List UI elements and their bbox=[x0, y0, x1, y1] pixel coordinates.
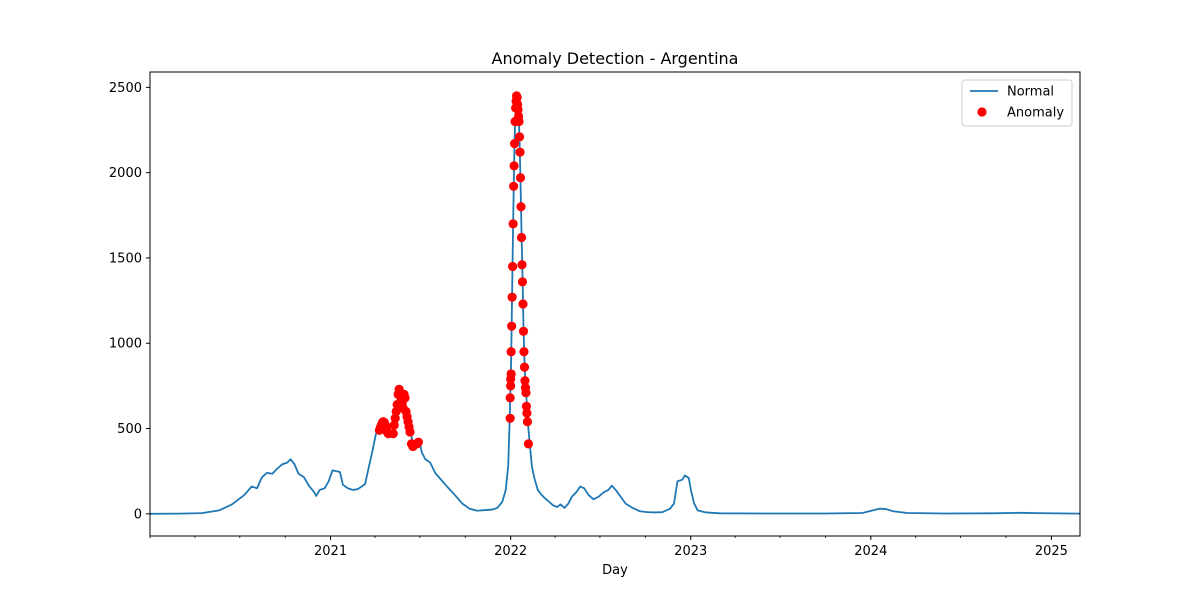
anomaly-point bbox=[388, 429, 398, 439]
anomaly-point bbox=[513, 104, 523, 115]
anomaly-point bbox=[517, 260, 527, 270]
anomaly-point bbox=[522, 417, 533, 427]
anomaly-point bbox=[512, 92, 522, 103]
anomaly-point bbox=[509, 181, 519, 191]
anomaly-point bbox=[509, 161, 519, 171]
axes-frame bbox=[149, 71, 1081, 537]
anomaly-point bbox=[507, 321, 517, 331]
series-line-normal bbox=[149, 94, 1081, 515]
anomaly-point bbox=[508, 219, 518, 229]
legend-swatch-anomaly bbox=[977, 107, 987, 117]
anomaly-point bbox=[389, 420, 399, 430]
anomaly-point bbox=[516, 202, 526, 212]
legend-label-normal: Normal bbox=[1007, 85, 1054, 100]
anomaly-point bbox=[519, 347, 529, 357]
anomaly-point bbox=[521, 401, 532, 411]
anomaly-point bbox=[405, 427, 415, 437]
anomaly-point bbox=[523, 439, 534, 449]
anomaly-point bbox=[514, 132, 525, 142]
anomaly-point bbox=[514, 116, 524, 127]
anomaly-point bbox=[507, 292, 517, 302]
chart-title: Anomaly Detection - Argentina bbox=[492, 49, 739, 68]
anomaly-point bbox=[391, 406, 401, 417]
x-tick-label: 2024 bbox=[854, 544, 887, 559]
anomaly-point bbox=[515, 173, 526, 183]
y-tick-label: 1500 bbox=[109, 251, 142, 266]
y-tick-label: 0 bbox=[134, 507, 142, 522]
x-axis-label: Day bbox=[602, 563, 628, 578]
anomaly-point bbox=[505, 393, 515, 403]
anomaly-point bbox=[413, 437, 423, 447]
anomaly-point bbox=[522, 408, 532, 418]
anomaly-point bbox=[506, 369, 516, 379]
anomaly-point bbox=[515, 147, 525, 157]
x-tick-label: 2023 bbox=[674, 544, 707, 559]
anomaly-point bbox=[400, 393, 410, 403]
y-tick-label: 500 bbox=[117, 422, 142, 437]
anomaly-point bbox=[390, 413, 400, 423]
plot-area bbox=[149, 91, 1081, 515]
anomaly-point bbox=[505, 413, 515, 423]
anomaly-point bbox=[520, 376, 530, 386]
legend-label-anomaly: Anomaly bbox=[1007, 106, 1064, 121]
x-tick-label: 2022 bbox=[494, 544, 527, 559]
legend: Normal Anomaly bbox=[961, 79, 1073, 127]
anomaly-point bbox=[521, 388, 531, 398]
anomaly-point bbox=[518, 326, 529, 336]
anomaly-point bbox=[508, 261, 518, 272]
y-tick-label: 2500 bbox=[109, 81, 142, 96]
anomaly-point bbox=[506, 347, 516, 357]
anomaly-point bbox=[506, 381, 516, 391]
y-tick-label: 2000 bbox=[109, 166, 142, 181]
axes: 0 500 1000 1500 2000 2500 2021 2022 2023 2024 2025 bbox=[109, 71, 1081, 559]
anomaly-point bbox=[509, 139, 520, 149]
y-tick-label: 1000 bbox=[109, 337, 142, 352]
x-tick-label: 2025 bbox=[1035, 544, 1068, 559]
anomaly-point bbox=[516, 232, 527, 243]
anomaly-point bbox=[517, 277, 528, 287]
x-tick-label: 2021 bbox=[314, 544, 347, 559]
anomaly-point bbox=[519, 362, 530, 372]
anomaly-point bbox=[518, 299, 528, 309]
